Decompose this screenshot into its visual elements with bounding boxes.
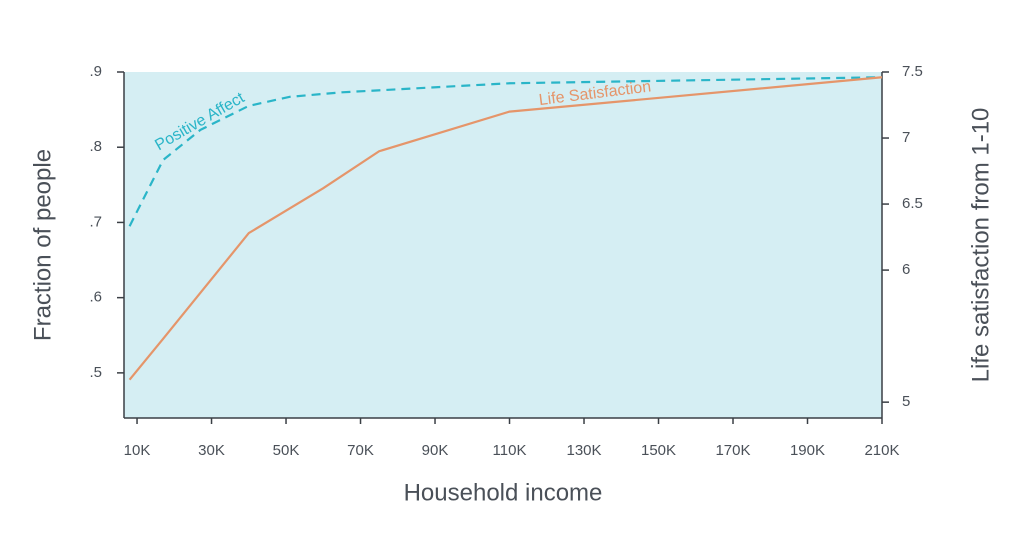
x-axis-title: Household income [404, 479, 603, 506]
y-tick-label: .9 [89, 63, 102, 80]
x-tick-label: 30K [198, 442, 225, 459]
x-tick-label: 150K [641, 442, 676, 459]
x-tick-label: 10K [124, 442, 151, 459]
x-tick-label: 50K [273, 442, 300, 459]
y-tick-label: .5 [89, 364, 102, 381]
y2-tick-label: 6.5 [902, 195, 923, 212]
x-tick-label: 130K [566, 442, 601, 459]
y2-tick-label: 6 [902, 261, 910, 278]
y-tick-label: .8 [89, 138, 102, 155]
x-tick-label: 110K [493, 442, 527, 459]
y-tick-label: .7 [89, 213, 102, 230]
y2-axis-title: Life satisfaction from 1-10 [967, 108, 994, 383]
y-tick-label: .6 [89, 289, 102, 306]
x-tick-label: 90K [422, 442, 449, 459]
x-tick-label: 210K [864, 442, 899, 459]
y2-tick-label: 5 [902, 393, 910, 410]
x-tick-label: 170K [715, 442, 750, 459]
x-tick-label: 190K [790, 442, 825, 459]
y-axis-title: Fraction of people [29, 149, 56, 341]
plot-area [124, 72, 882, 418]
series-line [128, 76, 883, 381]
x-tick-label: 70K [347, 442, 374, 459]
series-line [128, 76, 883, 227]
y2-tick-label: 7 [902, 129, 910, 146]
y2-tick-label: 7.5 [902, 63, 923, 80]
